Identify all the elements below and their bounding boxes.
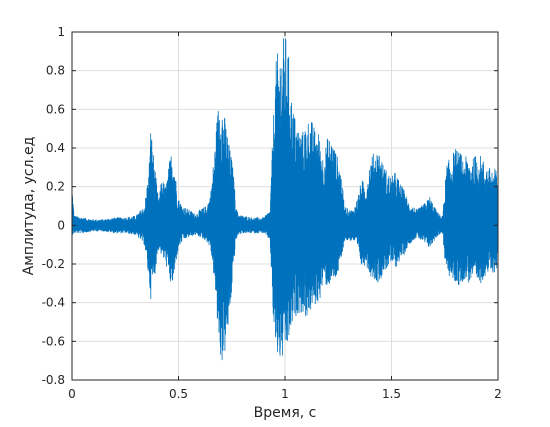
x-tick-label: 1 bbox=[281, 387, 289, 401]
y-tick-label: -0.8 bbox=[42, 373, 65, 387]
plot-area bbox=[72, 38, 498, 361]
y-tick-label: 0.4 bbox=[46, 141, 65, 155]
tick-labels: 0 0.5 1 1.5 2 -0.8 -0.6 -0.4 -0.2 0 0.2 0.4 0.6 0.8 1 bbox=[42, 25, 502, 401]
x-axis-label: Время, с bbox=[254, 405, 317, 421]
x-tick-label: 0.5 bbox=[169, 387, 188, 401]
y-tick-label: 0.8 bbox=[46, 64, 65, 78]
y-axis-label: Амплитуда, усл.ед bbox=[21, 137, 37, 276]
y-tick-label: 0.2 bbox=[46, 180, 65, 194]
series-layer bbox=[72, 38, 498, 361]
waveform-series-line bbox=[72, 38, 498, 361]
y-tick-label: 0 bbox=[57, 218, 65, 232]
y-tick-label: 1 bbox=[57, 25, 65, 39]
x-tick-label: 2 bbox=[494, 387, 502, 401]
x-tick-label: 1.5 bbox=[382, 387, 401, 401]
y-tick-label: -0.2 bbox=[42, 257, 65, 271]
y-tick-label: -0.6 bbox=[42, 334, 65, 348]
ticks bbox=[71, 31, 499, 381]
x-tick-label: 0 bbox=[68, 387, 76, 401]
y-tick-label: 0.6 bbox=[46, 102, 65, 116]
y-tick-label: -0.4 bbox=[42, 296, 65, 310]
